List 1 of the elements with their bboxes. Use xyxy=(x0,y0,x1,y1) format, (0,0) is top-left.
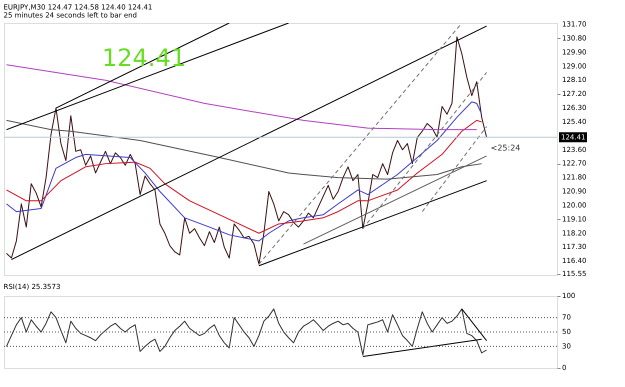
text: <25:24 xyxy=(490,143,520,152)
